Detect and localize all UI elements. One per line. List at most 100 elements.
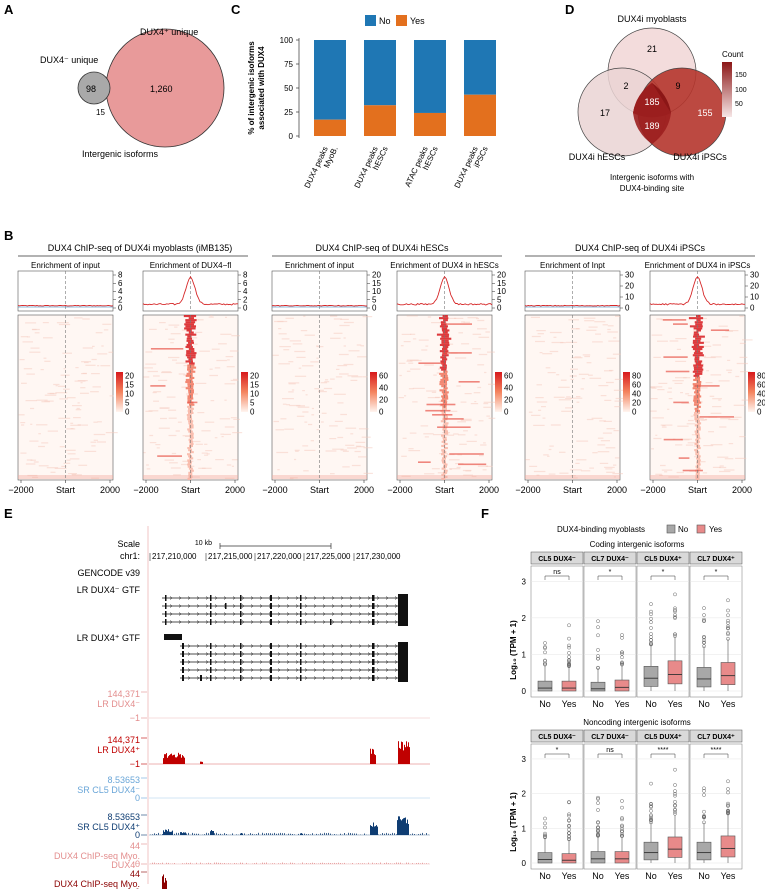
legend-yes-label: Yes [410,16,425,26]
b-profile-line [17,304,114,307]
f-outlier [649,612,653,617]
b-heat-tick: 0 [379,408,384,417]
count-legend-bar [722,62,732,117]
panel-c-ylabel-1: % of intergenic isoforms [247,41,256,135]
dux4-pos-unique-label: DUX4⁺ unique [140,27,198,37]
f-facet: CL7 DUX4⁻ * No Yes [583,551,637,709]
b-heat-tick: 5 [125,399,130,408]
b-profile-tick: 15 [497,279,506,288]
f-box [667,836,683,858]
f-outlier [567,645,571,650]
b-heat-tick: 20 [757,399,765,408]
b-profile-tick: 20 [750,282,759,291]
f-xtick-label: No [539,699,551,709]
f-outlier [649,805,653,809]
f-outlier [673,614,677,619]
f-outlier [620,651,624,656]
e-track-max: 8.53653 [107,775,140,785]
f-facet-label: CL7 DUX4⁻ [591,556,629,563]
b-profile-tick: 5 [497,295,502,304]
b-xtick-label: Start [563,485,583,495]
venn-hescs-ipscs-overlap [633,83,671,144]
panel-d: D DUX4i myoblasts 21 17 155 2 9 185 189 … [565,2,747,193]
f-outlier [620,834,624,838]
b-profile-tick: 0 [372,304,377,313]
b-profile-tick: 30 [750,271,759,280]
f-outlier [567,662,571,666]
b-xtick-label: −2000 [515,485,540,495]
b-group: DUX4 ChIP-seq of DUX4i myoblasts (iMB135… [8,243,259,495]
f-ytick-label: 3 [522,577,527,586]
f-outlier [620,655,624,660]
b-group-title: DUX4 ChIP-seq of DUX4i hESCs [315,243,449,253]
f-outlier [596,648,600,652]
f-outlier [567,831,571,835]
e-coord-label: 217,225,000 [306,552,351,561]
f-outlier [649,609,653,614]
panel-c-ylabel-2: associated with DUX4 [257,46,266,130]
panel-label-f: F [481,506,489,521]
e-track-name2: DUX4⁻ [111,860,140,870]
f-facet-strip [530,551,584,565]
b-heat-tick: 40 [757,390,765,399]
f-outlier [543,658,547,663]
b-profile-tick: 10 [497,287,506,296]
f-outlier [596,832,600,837]
b-profile-line [142,275,238,306]
f-outlier [702,793,706,797]
b-sub-title: Enrichment of input [285,261,355,270]
panel-label-a: A [4,2,14,17]
f-outlier [543,816,547,821]
panel-label-c: C [231,2,241,17]
f-outlier [567,636,571,641]
f-box [590,851,606,864]
c-bar-no [364,40,396,106]
f-outlier [543,661,547,666]
f-outlier [649,602,653,606]
f-sig-label: **** [658,747,669,754]
f-outlier [649,814,653,819]
f-outlier [596,633,600,638]
f-outlier [620,661,624,666]
f-ytick-label: 2 [522,614,527,623]
b-heat-tick: 20 [250,372,259,381]
b-xtick-label: −2000 [387,485,412,495]
f-outlier [620,662,624,667]
b-profile-tick: 0 [118,304,123,313]
f-outlier [702,644,706,649]
f-outlier [726,632,730,637]
e-transcript [162,618,408,626]
f-facet: CL5 DUX4⁺ * No Yes [636,551,690,709]
e-track-name: DUX4 ChIP-seq Myo. [54,851,140,861]
count-tick-100: 100 [735,87,747,94]
f-plot-area [530,743,584,870]
c-bar-yes [414,112,446,136]
f-sig-label: ns [553,569,561,576]
e-track-name: SR CL5 DUX4⁺ [77,822,140,832]
panel-c: C No Yes % of intergenic isoforms associ… [231,2,496,190]
f-outlier [620,650,624,655]
f-box [667,660,683,685]
legend-yes-swatch [396,15,407,26]
f-outlier [726,810,730,814]
f-facet-label: CL7 DUX4⁺ [697,556,735,563]
b-xtick-label: 2000 [732,485,752,495]
venn-myo-hescs: 2 [623,81,628,91]
f-xtick-label: No [698,699,710,709]
f-plot-area [583,743,637,870]
f-facet-strip [689,551,743,565]
c-ytick-label: 75 [284,60,293,69]
f-outlier [567,818,571,823]
f-outlier [567,812,571,817]
venn-dux4-neg-circle [77,71,111,105]
b-color-scale [370,372,377,412]
f-facet-strip [583,551,637,565]
f-outlier [726,787,730,791]
b-color-scale [623,372,630,412]
b-profile-line [271,304,368,307]
f-ylabel-top: Log₁₀ (TPM + 1) [509,620,518,680]
e-track-min: 0 [135,793,140,803]
e-track-min: 0 [135,859,140,869]
b-xtick-label: 2000 [100,485,120,495]
